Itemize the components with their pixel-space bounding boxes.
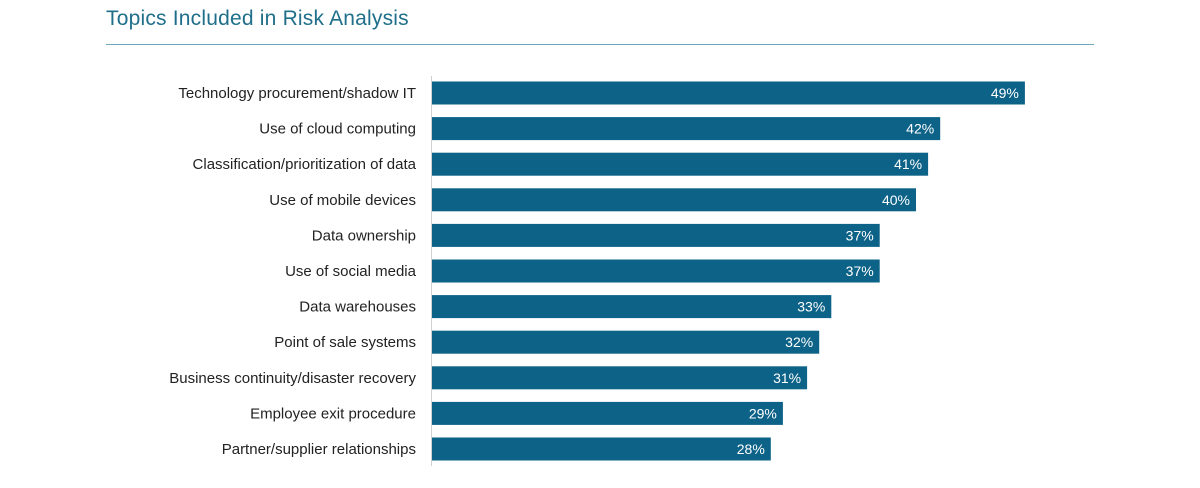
value-label: 40% [882,192,910,208]
bar [432,81,1025,105]
bar [432,223,880,247]
value-label: 31% [773,370,801,386]
category-label: Use of mobile devices [269,192,416,209]
bar [432,295,832,319]
category-label: Use of social media [285,263,417,280]
category-label: Point of sale systems [274,334,416,351]
chart-title: Topics Included in Risk Analysis [106,7,409,30]
value-label: 42% [906,121,934,137]
category-label: Data warehouses [299,299,416,316]
category-label: Business continuity/disaster recovery [169,370,416,387]
value-label: 33% [797,299,825,315]
value-label: 41% [894,156,922,172]
title-divider [106,44,1094,45]
category-label: Classification/prioritization of data [193,156,417,173]
bar [432,152,929,176]
bar [432,117,941,141]
value-label: 37% [846,263,874,279]
category-label: Use of cloud computing [259,121,416,138]
bar [432,366,808,390]
category-label: Technology procurement/shadow IT [178,85,416,102]
bar [432,259,880,283]
bar [432,401,783,425]
bar [432,330,820,354]
value-label: 49% [991,85,1019,101]
value-label: 29% [749,405,777,421]
category-label: Data ownership [312,227,416,244]
category-label: Partner/supplier relationships [222,441,416,458]
category-label: Employee exit procedure [250,405,416,422]
bar [432,188,916,212]
bar [432,437,771,461]
value-label: 37% [846,227,874,243]
value-label: 28% [737,441,765,457]
value-label: 32% [785,334,813,350]
